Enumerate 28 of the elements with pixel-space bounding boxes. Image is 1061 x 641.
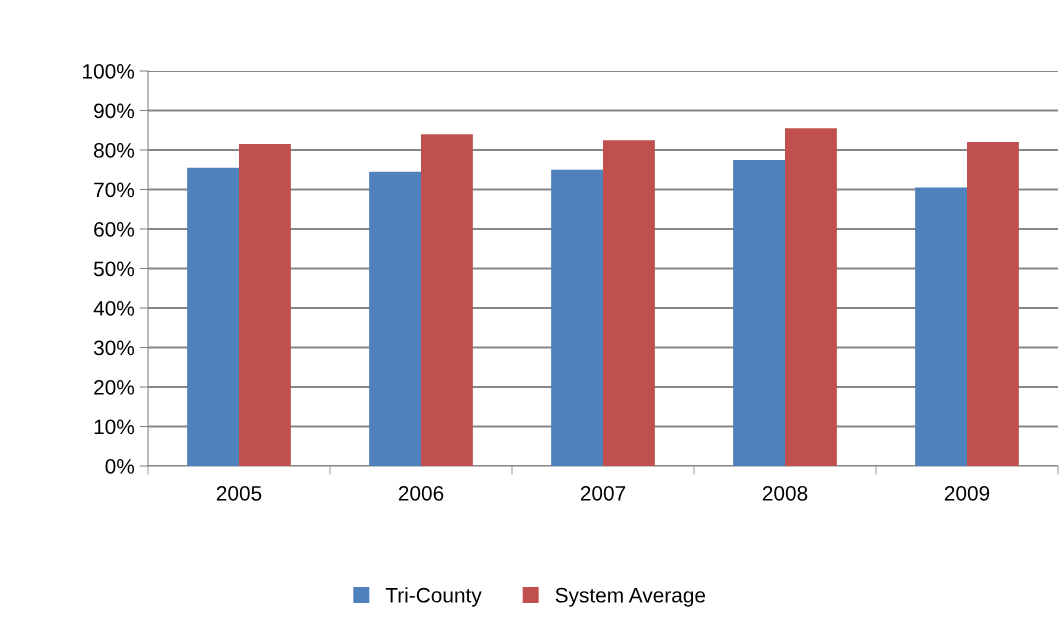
bar	[551, 169, 603, 466]
y-tick-label: 10%	[94, 419, 135, 435]
x-tick-label: 2007	[580, 485, 626, 501]
legend-label: Tri-County	[385, 587, 482, 607]
x-tick-label: 2006	[398, 485, 444, 501]
y-tick-label: 20%	[94, 380, 135, 395]
x-tick-label: 2008	[762, 485, 808, 501]
bar	[421, 134, 473, 466]
bar	[915, 187, 967, 466]
bar	[187, 167, 239, 466]
legend-label: System Average	[555, 587, 706, 607]
bar	[239, 144, 291, 466]
bar	[785, 128, 837, 466]
y-tick-label: 40%	[93, 301, 135, 316]
x-tick-label: 2009	[944, 485, 990, 501]
bar	[369, 171, 421, 466]
y-tick-label: 60%	[94, 222, 135, 237]
x-tick-label: 2005	[216, 485, 262, 501]
y-tick-label: 30%	[93, 340, 135, 356]
y-tick-label: 100%	[83, 64, 135, 79]
bar	[733, 159, 785, 466]
y-tick-label: 0%	[105, 459, 135, 474]
y-tick-label: 90%	[94, 103, 135, 119]
y-tick-label: 50%	[93, 261, 135, 277]
y-tick-label: 80%	[94, 143, 135, 158]
y-tick-label: 70%	[94, 182, 135, 198]
bar	[967, 142, 1019, 466]
bar	[603, 140, 655, 466]
